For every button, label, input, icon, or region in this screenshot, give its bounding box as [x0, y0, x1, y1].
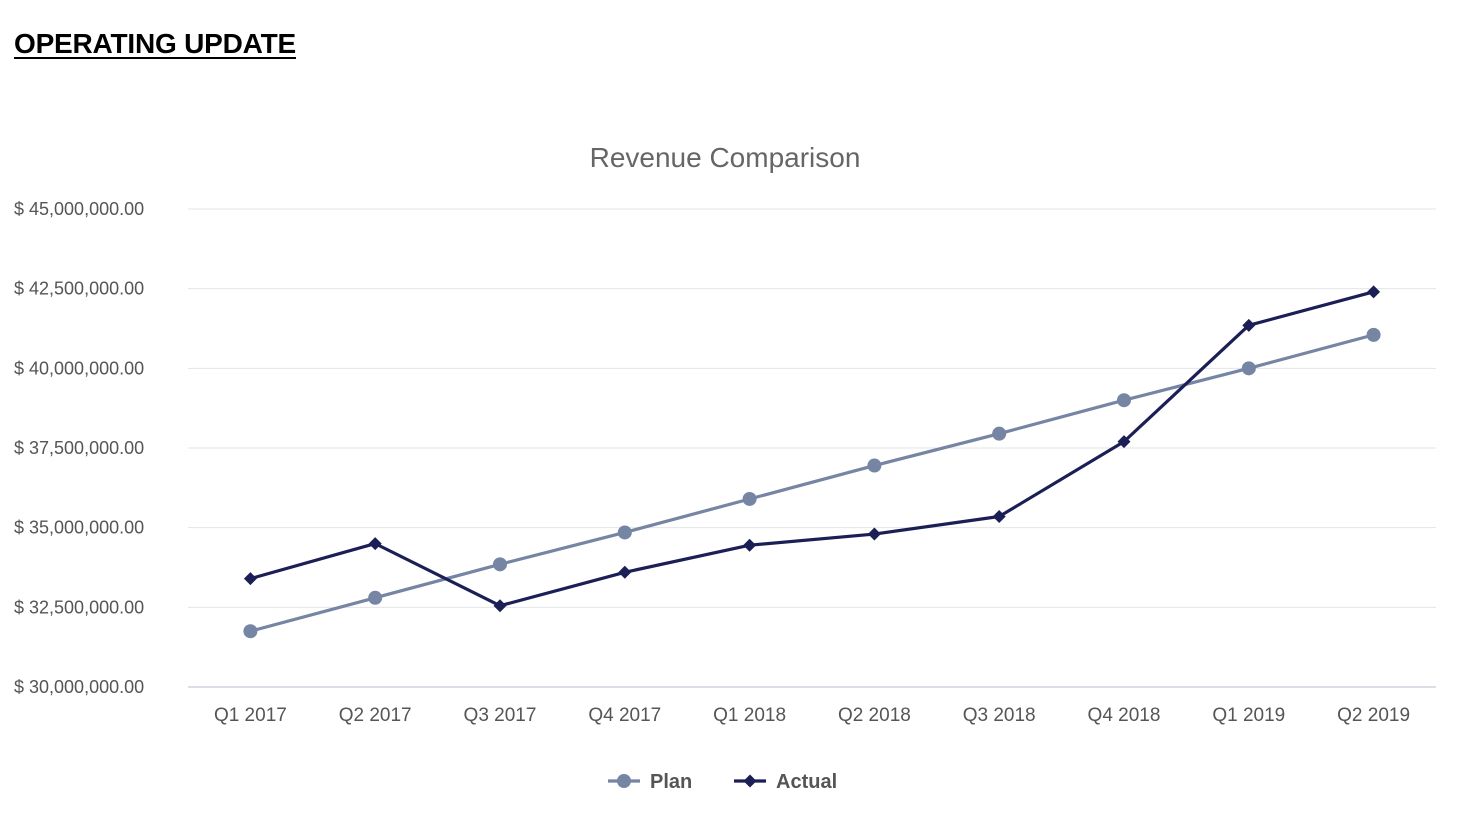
plan-point	[493, 557, 507, 572]
x-tick-label: Q2 2019	[1337, 705, 1410, 726]
actual-point	[1242, 318, 1256, 332]
legend-item-plan: Plan	[608, 771, 692, 793]
x-tick-label: Q4 2017	[588, 705, 661, 726]
x-tick-label: Q1 2018	[713, 705, 786, 726]
legend: Plan Actual	[608, 771, 837, 793]
legend-label-plan: Plan	[650, 771, 692, 793]
x-tick-label: Q4 2018	[1088, 705, 1161, 726]
plan-point	[1241, 361, 1256, 376]
x-tick-label: Q1 2019	[1212, 705, 1285, 726]
actual-point	[867, 527, 881, 541]
plan-point	[867, 458, 882, 473]
plan-point	[243, 624, 258, 639]
series-plan	[243, 327, 1381, 639]
x-tick-label: Q1 2017	[214, 705, 287, 726]
legend-swatch-marker	[617, 774, 631, 788]
legend-swatch-marker	[743, 774, 757, 788]
chart-title: Revenue Comparison	[590, 142, 861, 173]
y-tick-label: $ 30,000,000.00	[14, 677, 144, 697]
x-tick-label: Q3 2017	[464, 705, 537, 726]
series-actual	[243, 285, 1381, 613]
y-tick-label: $ 45,000,000.00	[14, 199, 144, 219]
y-tick-label: $ 37,500,000.00	[14, 438, 144, 458]
actual-line	[248, 290, 1376, 608]
plan-point	[992, 426, 1007, 441]
plan-point	[368, 590, 383, 605]
actual-point	[493, 599, 507, 613]
plan-point	[1366, 327, 1381, 342]
actual-point	[243, 572, 257, 586]
actual-point	[1117, 435, 1131, 449]
y-tick-label: $ 40,000,000.00	[14, 358, 144, 378]
x-tick-label: Q3 2018	[963, 705, 1036, 726]
legend-label-actual: Actual	[776, 771, 837, 793]
gridlines	[188, 208, 1436, 688]
x-tick-label: Q2 2017	[339, 705, 412, 726]
x-tick-label: Q2 2018	[838, 705, 911, 726]
y-tick-label: $ 32,500,000.00	[14, 597, 144, 617]
legend-item-actual: Actual	[734, 771, 837, 793]
plan-point	[617, 525, 632, 540]
x-axis: Q1 2017 Q2 2017 Q3 2017 Q4 2017 Q1 2018 Q2 20…	[214, 705, 1410, 726]
actual-point	[743, 538, 757, 552]
plan-point	[742, 491, 757, 506]
plan-point	[1117, 393, 1131, 408]
y-tick-label: $ 35,000,000.00	[14, 518, 144, 538]
actual-point	[618, 565, 632, 579]
actual-point	[992, 510, 1006, 524]
y-tick-label: $ 42,500,000.00	[14, 279, 144, 299]
series-lines	[243, 285, 1381, 639]
actual-point	[368, 537, 382, 551]
page-heading: OPERATING UPDATE	[14, 28, 296, 59]
actual-point	[1367, 285, 1381, 299]
y-axis: $ 30,000,000.00 $ 32,500,000.00 $ 35,000,0…	[14, 199, 144, 697]
plan-line	[248, 333, 1376, 633]
